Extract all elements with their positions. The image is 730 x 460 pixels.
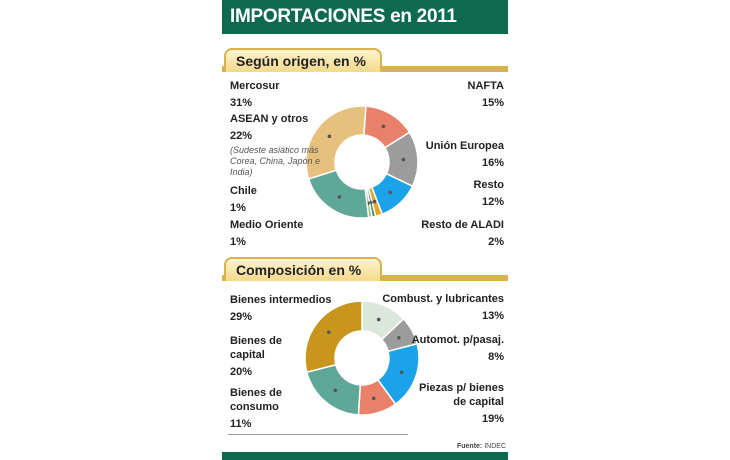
- leader-dot: [337, 195, 342, 199]
- leader-dot: [371, 396, 376, 401]
- divider: [228, 434, 408, 435]
- label-mercosur: Mercosur 31%: [230, 80, 280, 109]
- infographic-panel: IMPORTACIONES en 2011 Según origen, en %…: [222, 0, 508, 460]
- leader-dot: [399, 370, 404, 375]
- label-chile: Chile 1%: [230, 185, 257, 214]
- leader-dot: [376, 317, 381, 322]
- footer-bar: [222, 452, 508, 460]
- label-combustibles: Combust. y lubricantes 13%: [382, 293, 504, 322]
- label-resto-aladi: Resto de ALADI 2%: [421, 219, 504, 248]
- leader-dot: [333, 388, 338, 393]
- slice-bienes-intermedios: [304, 300, 363, 374]
- source-note: Fuente: INDEC: [456, 443, 506, 450]
- leader-dot: [381, 124, 386, 129]
- leader-dot: [397, 335, 401, 340]
- main-title: IMPORTACIONES en 2011: [222, 0, 508, 34]
- label-automotores: Automot. p/pasaj. 8%: [411, 334, 504, 363]
- section-title-composicion: Composición en %: [224, 257, 382, 281]
- leader-dot: [327, 134, 332, 139]
- leader-dot: [327, 330, 331, 335]
- label-bienes-consumo: Bienes de consumo 11%: [230, 387, 282, 430]
- slice-mercosur: [305, 105, 367, 180]
- asean-note: (Sudeste asiático más Corea, China, Japó…: [230, 145, 321, 177]
- donut-charts: [304, 105, 420, 416]
- label-nafta: NAFTA 15%: [467, 80, 504, 109]
- section-tab-origen: Según origen, en %: [222, 44, 508, 72]
- leader-dot: [401, 157, 406, 162]
- section-tab-composicion: Composición en %: [222, 253, 508, 281]
- leader-dot: [372, 199, 377, 204]
- label-medio-oriente: Medio Oriente 1%: [230, 219, 304, 248]
- label-piezas: Piezas p/ bienes de capital 19%: [419, 382, 504, 425]
- label-resto: Resto 12%: [473, 179, 504, 208]
- label-bienes-capital: Bienes de capital 20%: [230, 335, 282, 378]
- section-title-origen: Según origen, en %: [224, 48, 382, 72]
- leader-dot: [388, 190, 392, 195]
- label-union-europea: Unión Europea 16%: [425, 140, 504, 169]
- label-asean: ASEAN y otros 22%: [230, 113, 309, 142]
- label-bienes-intermedios: Bienes intermedios 29%: [230, 294, 332, 323]
